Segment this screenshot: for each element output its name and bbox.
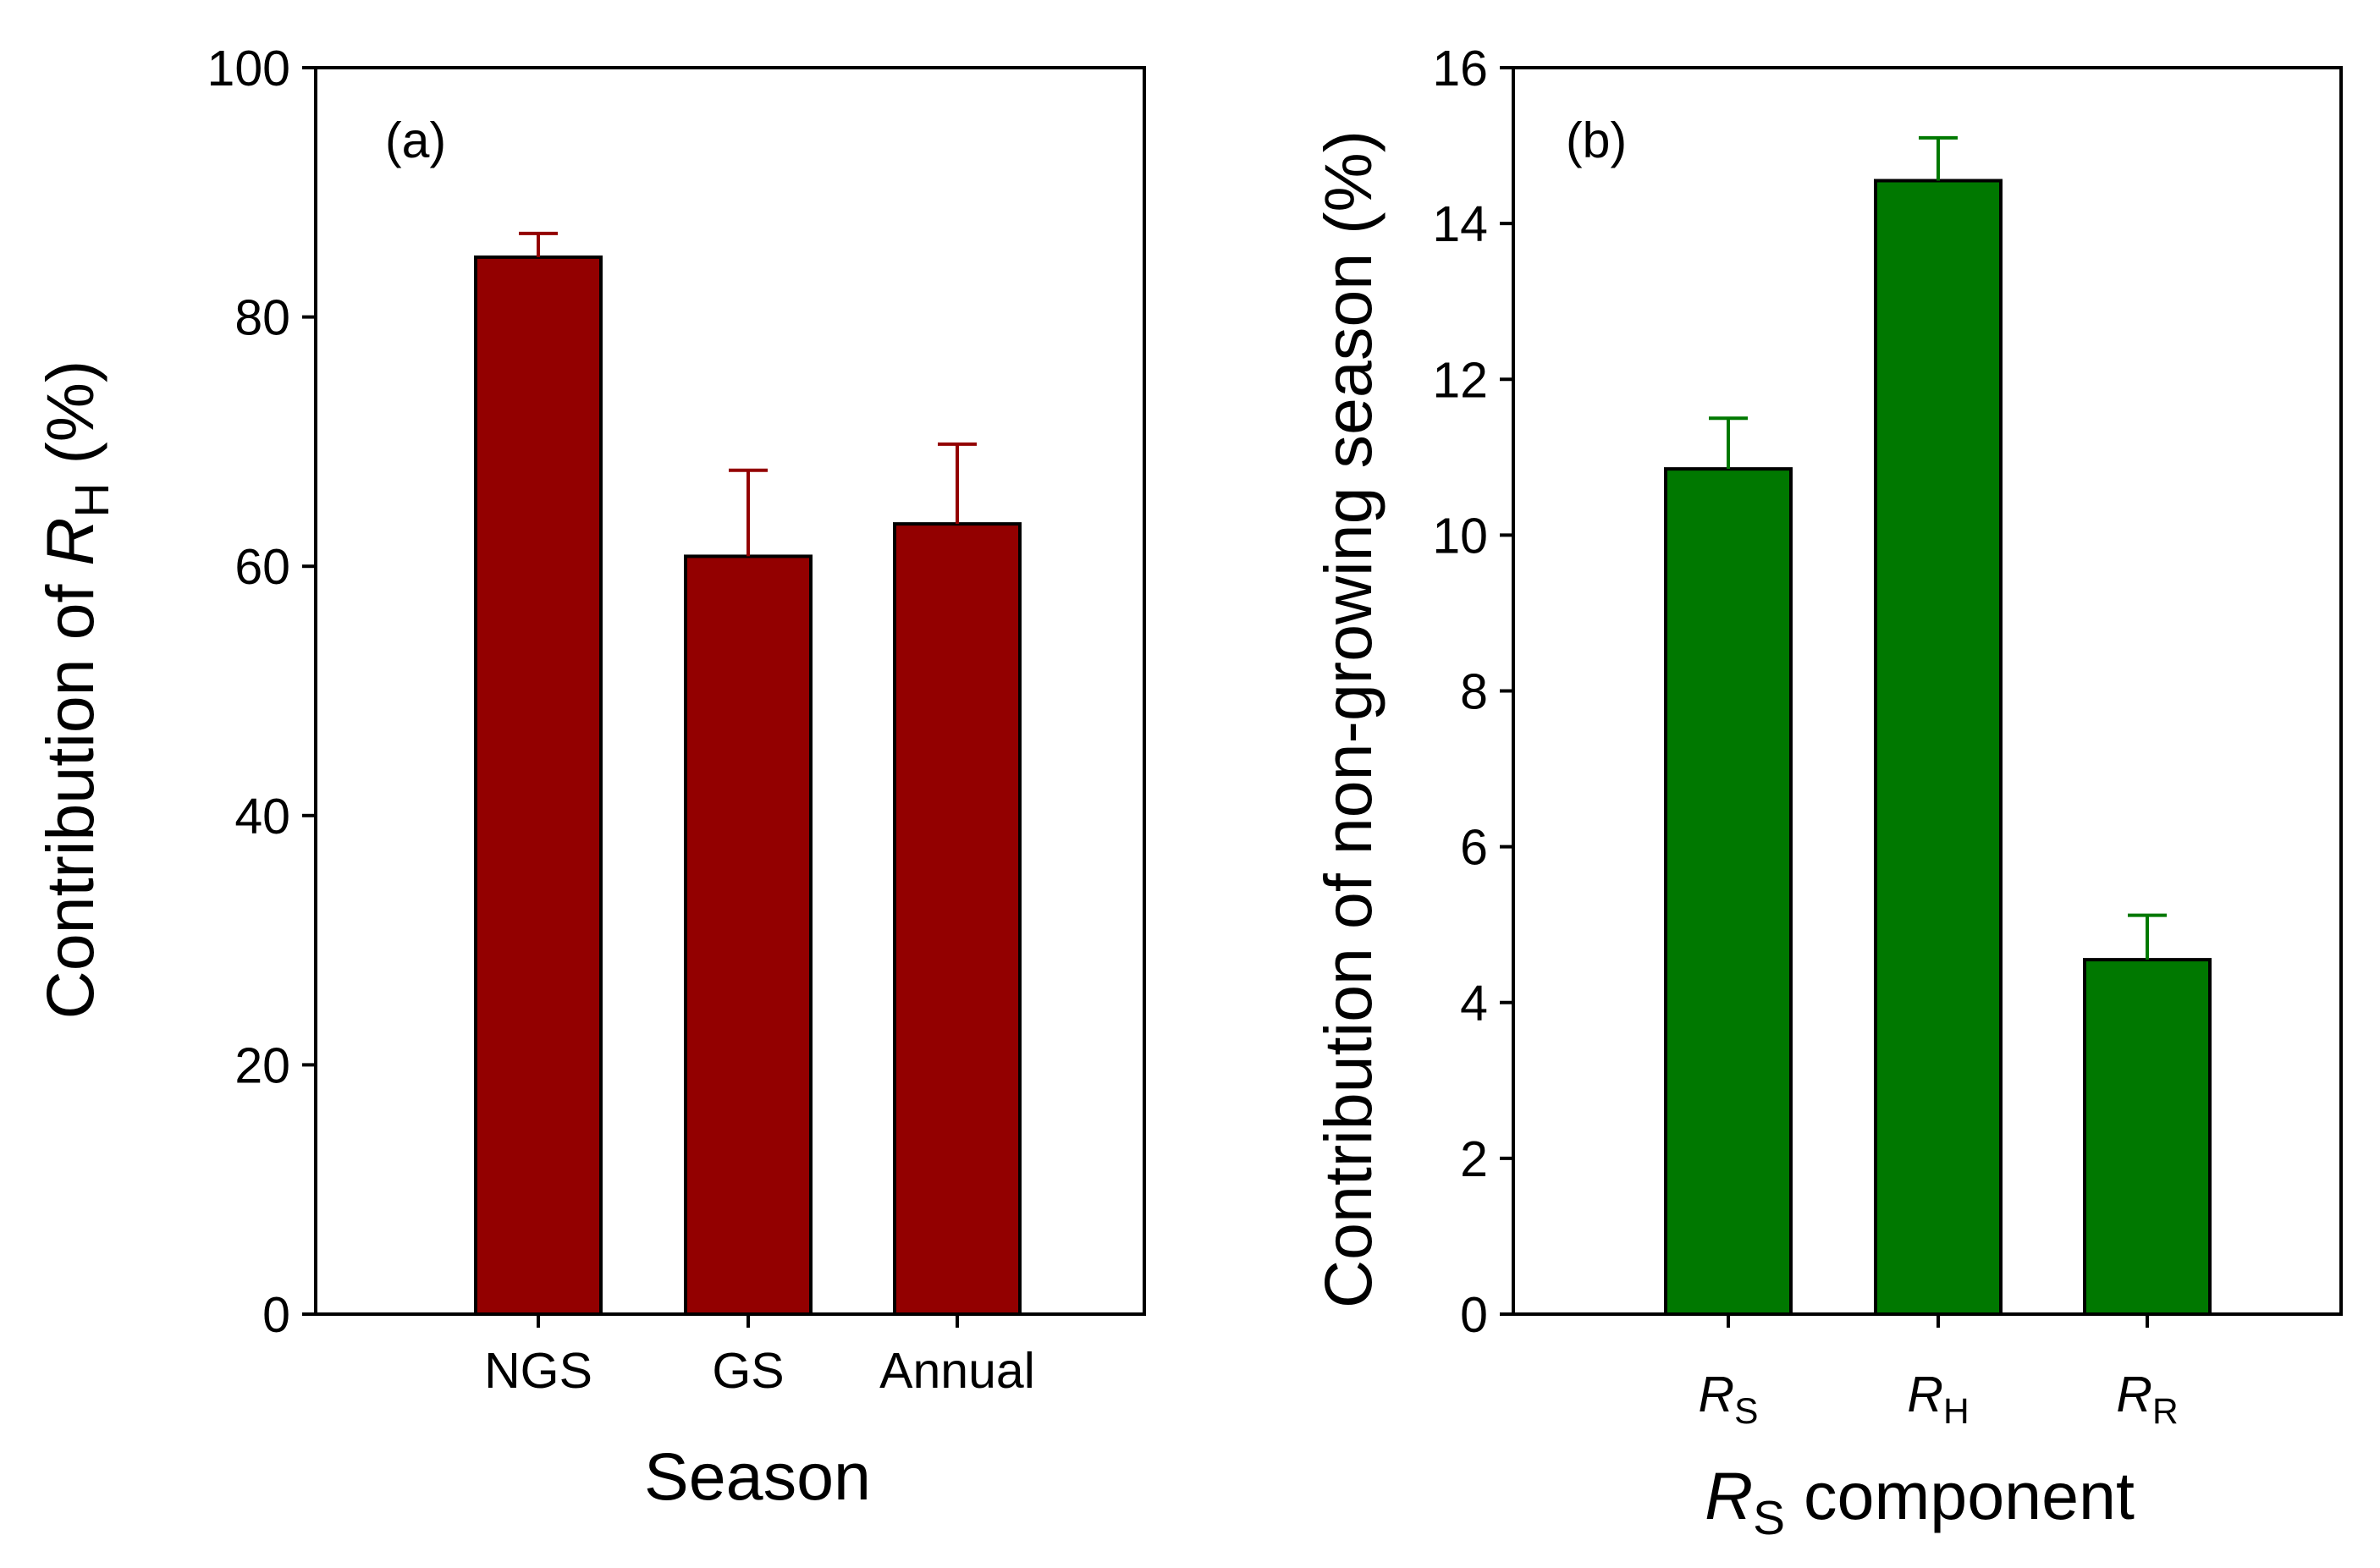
x-axis-title: Season — [644, 1439, 871, 1514]
y-axis-title: Contribution of non-growing season (%) — [1310, 130, 1386, 1308]
y-tick-label: 10 — [1432, 508, 1488, 564]
x-tick-label: GS — [712, 1343, 784, 1399]
x-tick-label-sub: R — [2152, 1392, 2179, 1432]
x-tick-label-text: NGS — [484, 1343, 592, 1399]
x-tick-label-var: R — [1699, 1367, 1735, 1422]
y-tick-label: 80 — [234, 290, 290, 346]
bar — [893, 522, 1022, 1316]
y-axis-title: Contribution of RH (%) — [32, 360, 119, 1020]
x-tick-label-sub: S — [1734, 1392, 1758, 1432]
x-axis-title: RS component — [1705, 1458, 2135, 1545]
x-tick-label: Annual — [879, 1343, 1035, 1399]
x-axis-title-suffix: component — [1785, 1458, 2135, 1533]
y-tick-label: 100 — [207, 41, 290, 96]
y-tick-label: 20 — [234, 1037, 290, 1093]
x-tick-label: RH — [1907, 1367, 1969, 1432]
y-axis-title-prefix: Contribution of non-growing season (%) — [1310, 130, 1386, 1308]
y-tick-label: 2 — [1460, 1131, 1488, 1187]
y-axis-title-var: R — [32, 518, 107, 566]
y-tick-label: 8 — [1460, 664, 1488, 720]
bar — [474, 255, 603, 1316]
bar — [1874, 179, 2003, 1317]
y-tick-label: 14 — [1432, 196, 1488, 252]
y-tick-label: 40 — [234, 789, 290, 845]
x-tick-label: RS — [1699, 1367, 1759, 1432]
x-tick-label: NGS — [484, 1343, 592, 1399]
panel-label: (a) — [385, 113, 446, 168]
bar — [1664, 467, 1793, 1316]
x-axis-title-text: Season — [644, 1439, 871, 1514]
y-tick-label: 0 — [1460, 1287, 1488, 1343]
x-axis-title-var: R — [1705, 1458, 1753, 1533]
panel-label: (b) — [1566, 113, 1627, 168]
bar — [2083, 958, 2212, 1316]
x-tick-label-text: GS — [712, 1343, 784, 1399]
y-tick-label: 16 — [1432, 41, 1488, 96]
y-tick-label: 60 — [234, 539, 290, 595]
x-tick-label-var: R — [1907, 1367, 1943, 1422]
x-tick-label-sub: H — [1943, 1392, 1970, 1432]
y-tick-label: 6 — [1460, 820, 1488, 876]
bar — [684, 554, 813, 1316]
y-axis-title-suffix: (%) — [32, 360, 107, 483]
x-axis-title-sub: S — [1753, 1492, 1785, 1545]
x-tick-label-text: Annual — [879, 1343, 1035, 1399]
y-tick-label: 4 — [1460, 976, 1488, 1032]
y-tick-label: 12 — [1432, 352, 1488, 408]
y-axis-title-sub: H — [66, 482, 119, 517]
panel-a: 0 20 40 60 80 100 NGS GS Annual (a) Season Contribu… — [32, 41, 1146, 1514]
x-tick-label-var: R — [2116, 1367, 2152, 1422]
y-axis-title-prefix: Contribution of — [32, 566, 107, 1020]
x-tick-label: RR — [2116, 1367, 2178, 1432]
y-tick-label: 0 — [262, 1287, 290, 1343]
